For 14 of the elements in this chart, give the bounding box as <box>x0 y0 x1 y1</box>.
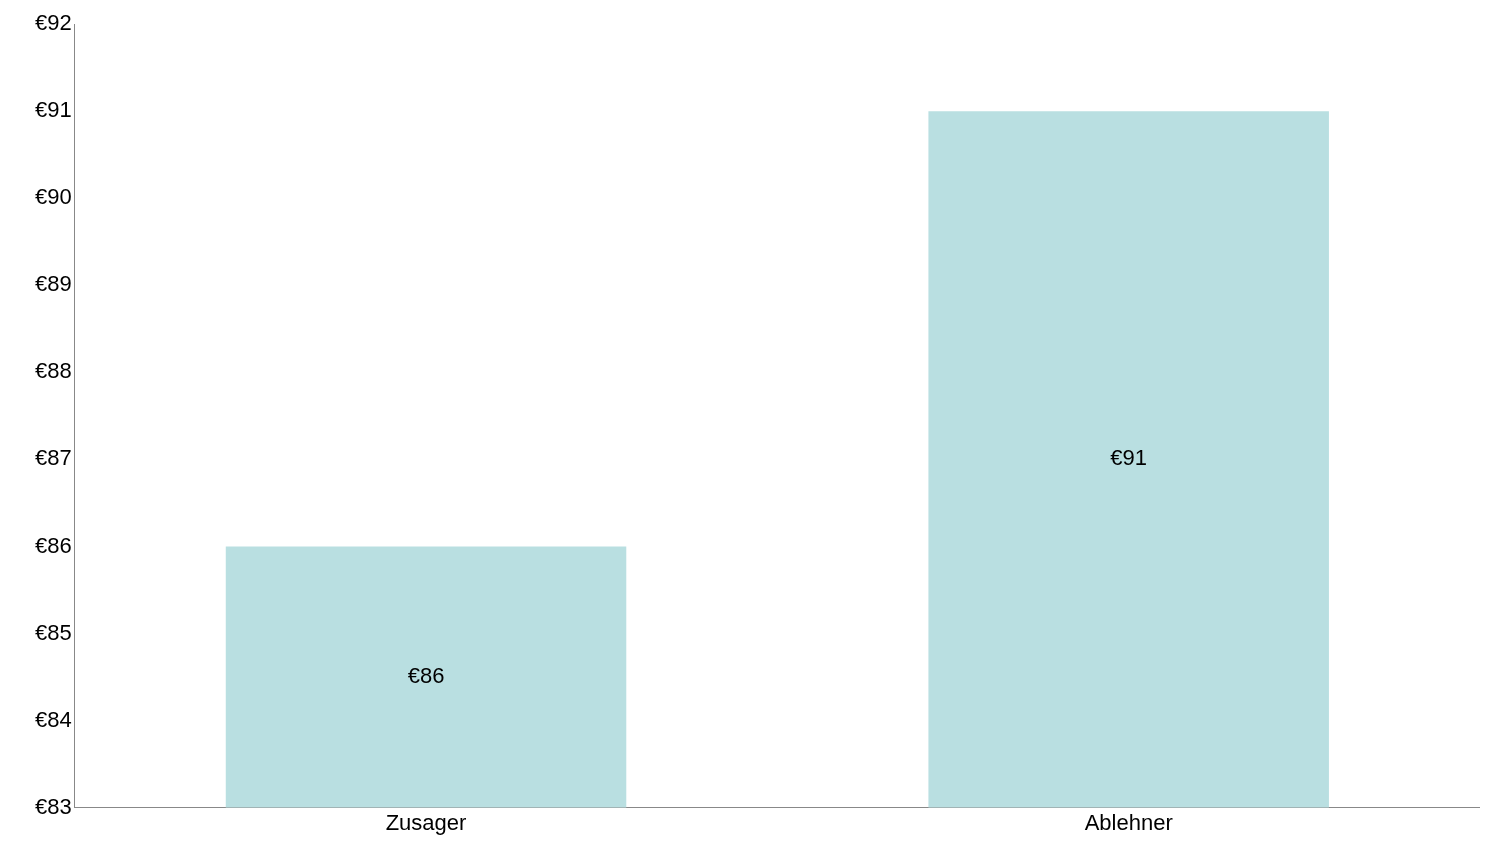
y-tick-label: €86 <box>34 532 72 558</box>
data-label: €86 <box>407 663 445 689</box>
y-tick-label: €83 <box>34 793 72 819</box>
y-tick-label: €88 <box>34 358 72 384</box>
y-tick-label: €92 <box>34 10 72 36</box>
y-tick-label: €84 <box>34 706 72 732</box>
y-tick-label: €91 <box>34 97 72 123</box>
x-tick-label: Ablehner <box>1084 809 1173 835</box>
x-tick-label: Zusager <box>385 809 467 835</box>
y-tick-label: €90 <box>34 184 72 210</box>
y-tick-label: €87 <box>34 445 72 471</box>
data-label: €91 <box>1110 445 1148 471</box>
y-tick-label: €89 <box>34 271 72 297</box>
y-tick-label: €85 <box>34 619 72 645</box>
